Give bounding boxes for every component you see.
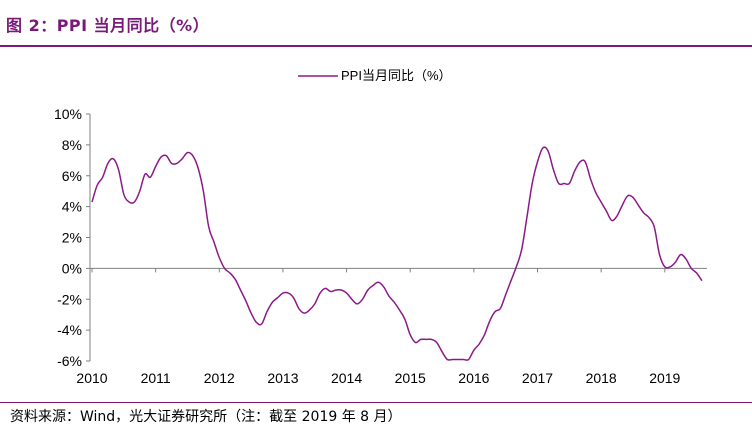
figure-title: 图 2：PPI 当月同比（%）	[6, 16, 210, 35]
ppi-yoy-line	[91, 146, 703, 361]
source-note: 资料来源：Wind，光大证券研究所（注：截至 2019 年 8 月）	[10, 409, 402, 425]
x-tick-label: 2018	[586, 370, 617, 386]
x-tick-label: 2014	[331, 370, 362, 386]
x-tick-label: 2010	[76, 370, 107, 386]
legend-label: PPI当月同比（%）	[341, 68, 452, 83]
y-tick-label: 4%	[62, 199, 82, 215]
x-tick-label: 2012	[204, 370, 235, 386]
x-tick-label: 2011	[141, 370, 171, 386]
x-tick-label: 2016	[458, 370, 489, 386]
footer-rule	[0, 402, 752, 403]
x-tick-label: 2013	[267, 370, 298, 386]
axes	[86, 113, 707, 362]
title-underline	[0, 45, 752, 47]
y-tick-label: 8%	[62, 137, 82, 153]
x-tick-label: 2015	[395, 370, 426, 386]
x-tick-label: 2017	[522, 370, 553, 386]
x-tick-labels: 2010 2011 2012 2013 2014 2015 2016 2017 2018 2019	[76, 370, 680, 386]
y-tick-label: -2%	[57, 291, 82, 307]
y-tick-label: -6%	[57, 353, 82, 369]
y-tick-labels: -6% -4% -2% 0% 2% 4% 6% 8% 10%	[54, 106, 82, 369]
y-tick-label: 10%	[54, 106, 82, 122]
y-tick-label: -4%	[57, 322, 82, 338]
y-tick-label: 6%	[62, 168, 82, 184]
ppi-line-chart: PPI当月同比（%） -6%-4%-2%0%2%4%6%8%10% 2010 20…	[54, 68, 707, 386]
chart-legend: PPI当月同比（%）	[298, 68, 452, 83]
y-tick-label: 2%	[62, 230, 82, 246]
y-tick-label: 0%	[62, 260, 82, 276]
x-tick-label: 2019	[649, 370, 680, 386]
